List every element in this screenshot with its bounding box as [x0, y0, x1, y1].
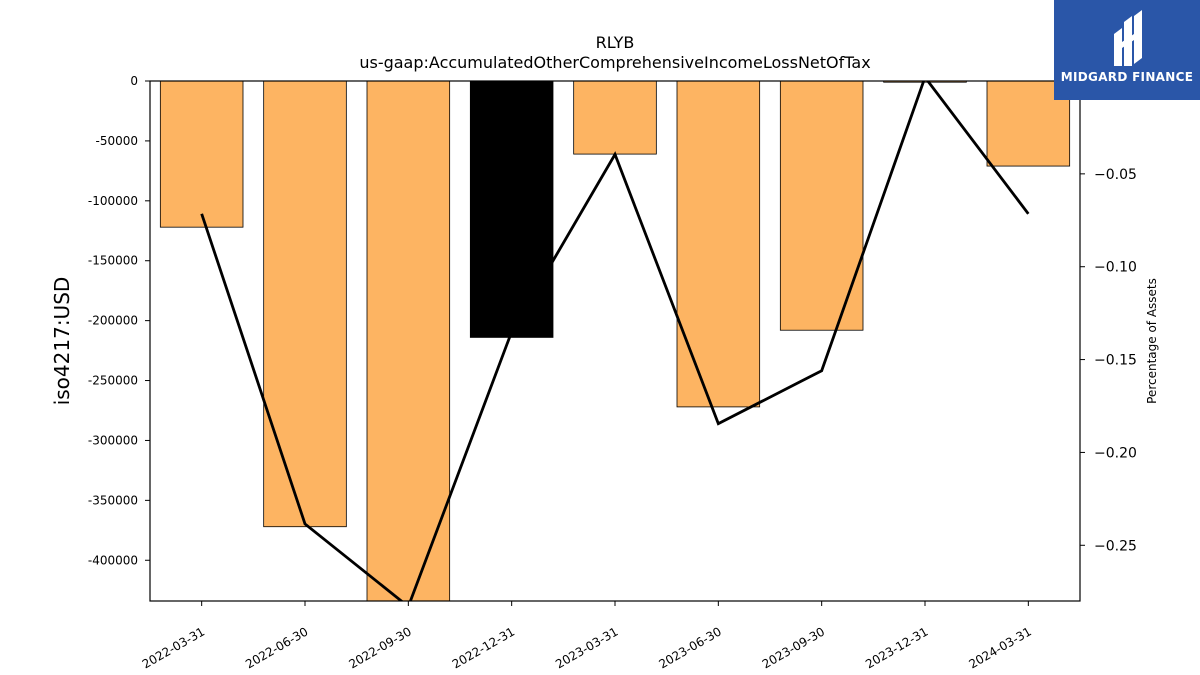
bar [366, 81, 451, 601]
y-axis-label: iso4217:USD [50, 277, 74, 406]
y-tick-label: -50000 [95, 134, 138, 148]
y-tick-label: -300000 [88, 433, 138, 447]
y-tick-label: -400000 [88, 553, 138, 567]
bars [159, 81, 1071, 601]
y-tick-label: -350000 [88, 493, 138, 507]
x-tick-label: 2022-03-31 [140, 624, 207, 671]
y-tick-label: -250000 [88, 374, 138, 388]
x-tick-label: 2024-03-31 [966, 624, 1033, 671]
y-tick-label: -100000 [88, 194, 138, 208]
x-tick-label: 2023-09-30 [760, 624, 827, 671]
y-right-tick-label: −0.15 [1094, 353, 1137, 369]
chart-subtitle: us-gaap:AccumulatedOtherComprehensiveInc… [359, 53, 870, 72]
x-tick-label: 2022-09-30 [346, 624, 413, 671]
y-tick-label: -200000 [88, 314, 138, 328]
bar [573, 81, 657, 155]
x-tick-label: 2023-06-30 [656, 624, 723, 671]
x-tick-label: 2022-06-30 [243, 624, 310, 671]
x-tick-label: 2023-03-31 [553, 624, 620, 671]
bar [469, 81, 554, 338]
bar [676, 81, 761, 408]
bar [159, 81, 244, 228]
chart-title: RLYB [596, 33, 635, 52]
x-tick-label: 2022-12-31 [450, 624, 517, 671]
y-tick-label: 0 [130, 74, 138, 88]
bar [779, 81, 864, 331]
y-right-tick-label: −0.25 [1094, 538, 1137, 554]
y-tick-label: -150000 [88, 254, 138, 268]
y-axis-right-label: Percentage of Assets [1145, 278, 1159, 404]
logo-text: MIDGARD FINANCE [1060, 70, 1194, 84]
y-right-tick-label: −0.05 [1094, 167, 1137, 183]
series-line [200, 81, 1030, 601]
line-layer [200, 81, 1030, 601]
bar [263, 81, 347, 528]
y-right-tick-label: −0.10 [1094, 260, 1137, 276]
x-tick-label: 2023-12-31 [863, 624, 930, 671]
y-right-tick-label: −0.20 [1094, 445, 1137, 461]
midgard-finance-logo: MIDGARD FINANCE [1054, 0, 1200, 100]
logo-mark-icon [1114, 10, 1142, 66]
